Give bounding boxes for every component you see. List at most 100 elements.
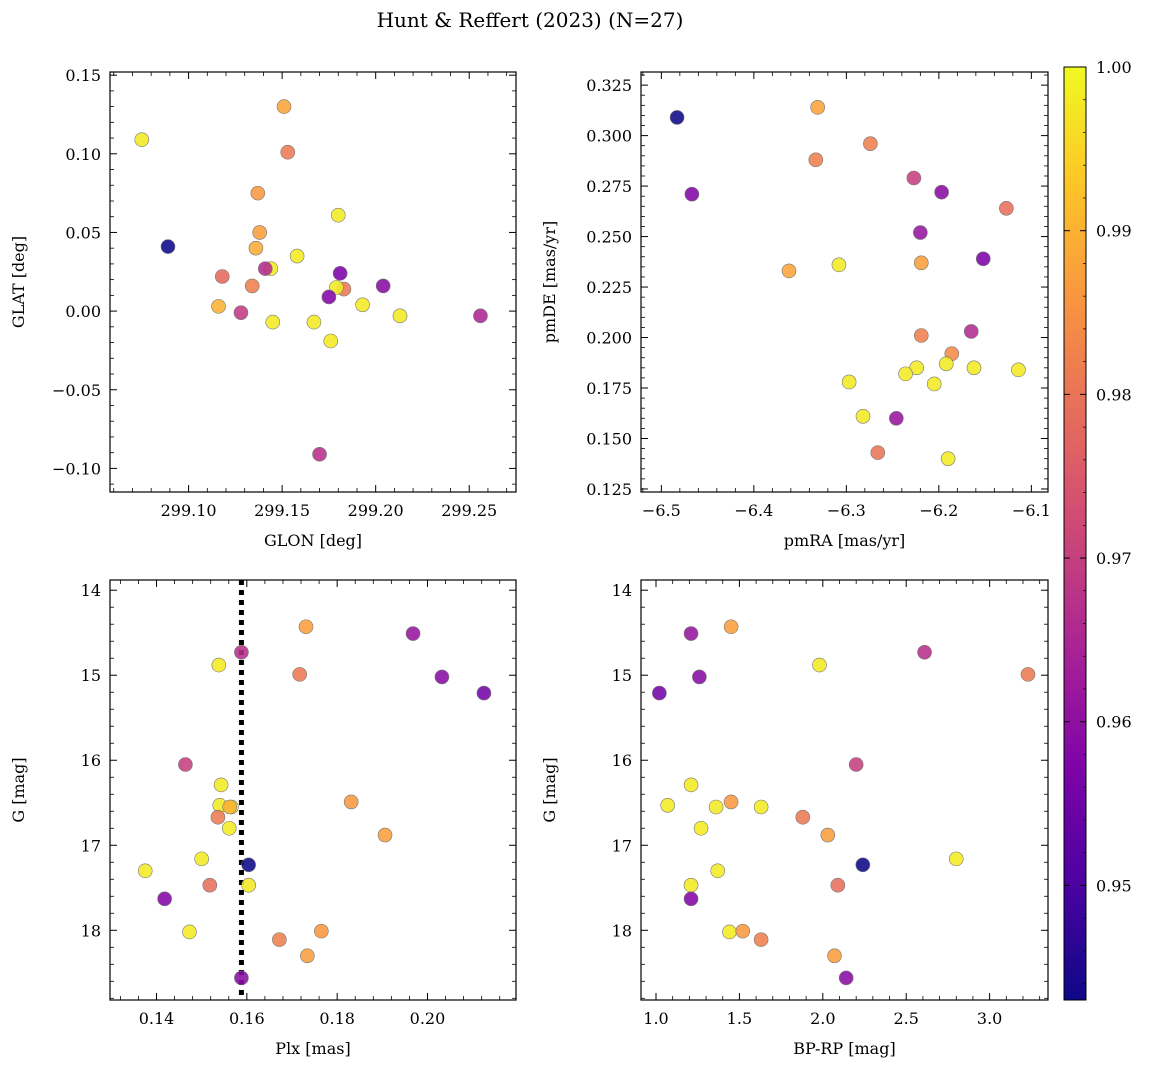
- scatter-point: [157, 891, 172, 907]
- scatter-point: [222, 799, 237, 815]
- scatter-point: [723, 619, 739, 635]
- scatter-point: [234, 644, 249, 660]
- y-tick-label: 0.250: [586, 228, 632, 247]
- y-tick-label: 0.300: [586, 127, 632, 146]
- scatter-point: [292, 667, 307, 682]
- y-tick-label: 16: [612, 751, 632, 770]
- scatter-point: [795, 809, 811, 825]
- scatter-point: [248, 240, 264, 256]
- scatter-point: [827, 948, 842, 964]
- scatter-point: [753, 932, 769, 947]
- y-tick-label: −0.05: [52, 381, 101, 400]
- scatter-point: [194, 851, 209, 867]
- scatter-point: [870, 445, 886, 460]
- scatter-point: [683, 777, 699, 793]
- x-tick-label: −6.4: [734, 501, 773, 520]
- scatter-point: [276, 99, 292, 114]
- x-tick-label: 299.25: [441, 501, 497, 520]
- scatter-point: [343, 794, 359, 810]
- scatter-point: [975, 251, 991, 267]
- scatter-point: [683, 877, 699, 893]
- y-axis-label: pmDE [mas/yr]: [540, 221, 559, 344]
- y-tick-label: 0.325: [586, 76, 632, 95]
- scatter-point: [392, 308, 408, 324]
- scatter-point: [211, 299, 226, 314]
- scatter-point: [838, 970, 854, 986]
- x-tick-label: −6.1: [1012, 501, 1051, 520]
- scatter-point: [137, 863, 153, 879]
- scatter-point: [233, 305, 249, 320]
- axes-frame: [640, 579, 1049, 1001]
- scatter-point: [182, 924, 197, 940]
- scatter-point: [355, 297, 370, 313]
- y-axis-label: GLAT [deg]: [9, 236, 28, 328]
- scatter-point: [999, 200, 1014, 216]
- scatter-point: [241, 857, 256, 873]
- y-tick-label: 0.125: [586, 480, 632, 499]
- y-tick-label: 14: [612, 581, 632, 600]
- scatter-point: [966, 360, 982, 376]
- scatter-point: [812, 657, 827, 673]
- y-tick-label: −0.10: [52, 459, 101, 478]
- scatter-point: [926, 376, 942, 392]
- y-tick-label: 0.225: [586, 278, 632, 297]
- scatter-point: [909, 360, 924, 376]
- scatter-point: [898, 366, 913, 382]
- x-tick-label: 0.14: [139, 1009, 175, 1028]
- panel-bprp-g: 1.0 1.5 2.0 2.5 3.0 14 15 16 17 18 BP-RP [mag] G [m…: [540, 579, 1049, 1058]
- scatter-point: [375, 278, 391, 294]
- scatter-point: [669, 110, 685, 125]
- colorbar-tick-label: 1.00: [1096, 58, 1132, 77]
- scatter-point: [210, 809, 226, 825]
- scatter-point: [948, 851, 964, 867]
- y-tick-label: 17: [612, 836, 632, 855]
- scatter-point: [241, 877, 256, 893]
- scatter-point: [405, 626, 421, 641]
- y-tick-label: 0.05: [65, 223, 101, 242]
- scatter-point: [323, 333, 339, 349]
- colorbar-gradient: [1063, 66, 1087, 1001]
- x-tick-label: −6.3: [827, 501, 866, 520]
- scatter-point: [683, 626, 699, 641]
- scatter-point: [830, 877, 846, 893]
- x-tick-label: 2.5: [893, 1009, 918, 1028]
- scatter-point: [693, 820, 709, 836]
- colorbar-tick-label: 0.96: [1096, 713, 1132, 732]
- scatter-point: [722, 924, 737, 940]
- scatter-point: [753, 799, 769, 815]
- figure-title: Hunt & Reffert (2023) (N=27): [377, 8, 684, 32]
- x-tick-label: 0.20: [410, 1009, 446, 1028]
- scatter-point: [913, 328, 929, 343]
- scatter-point: [211, 657, 227, 673]
- scatter-point: [1011, 362, 1026, 378]
- scatter-point: [272, 932, 287, 947]
- y-tick-label: 0.275: [586, 177, 632, 196]
- scatter-point: [221, 820, 237, 836]
- scatter-point: [265, 314, 281, 330]
- scatter-point: [888, 410, 904, 426]
- panel-pmra-pmde: −6.5 −6.4 −6.3 −6.2 −6.1 0.125 0.150 0.175 0.200…: [540, 71, 1051, 550]
- scatter-point: [708, 799, 724, 815]
- y-tick-label: 15: [81, 666, 101, 685]
- y-axis-label: G [mag]: [9, 757, 28, 822]
- colorbar-tick-label: 0.97: [1096, 549, 1132, 568]
- y-tick-label: 0.150: [586, 429, 632, 448]
- x-tick-label: 1.5: [727, 1009, 752, 1028]
- scatter-point: [848, 757, 864, 772]
- x-axis-label: Plx [mas]: [275, 1039, 350, 1058]
- x-tick-label: 299.20: [348, 501, 404, 520]
- scatter-point: [934, 184, 949, 200]
- scatter-point: [841, 374, 857, 390]
- scatter-point: [940, 451, 956, 466]
- x-tick-label: 2.0: [810, 1009, 835, 1028]
- scatter-point: [330, 207, 346, 223]
- scatter-point: [314, 923, 329, 939]
- scatter-point: [710, 863, 726, 879]
- colorbar: 0.95 0.96 0.97 0.98 0.99 1.00: [1063, 58, 1132, 1001]
- y-tick-label: 0.200: [586, 329, 632, 348]
- y-axis-label: G [mag]: [540, 757, 559, 822]
- scatter-point: [913, 255, 929, 271]
- scatter-point: [257, 261, 273, 276]
- scatter-point: [300, 948, 315, 964]
- y-tick-label: 16: [81, 751, 101, 770]
